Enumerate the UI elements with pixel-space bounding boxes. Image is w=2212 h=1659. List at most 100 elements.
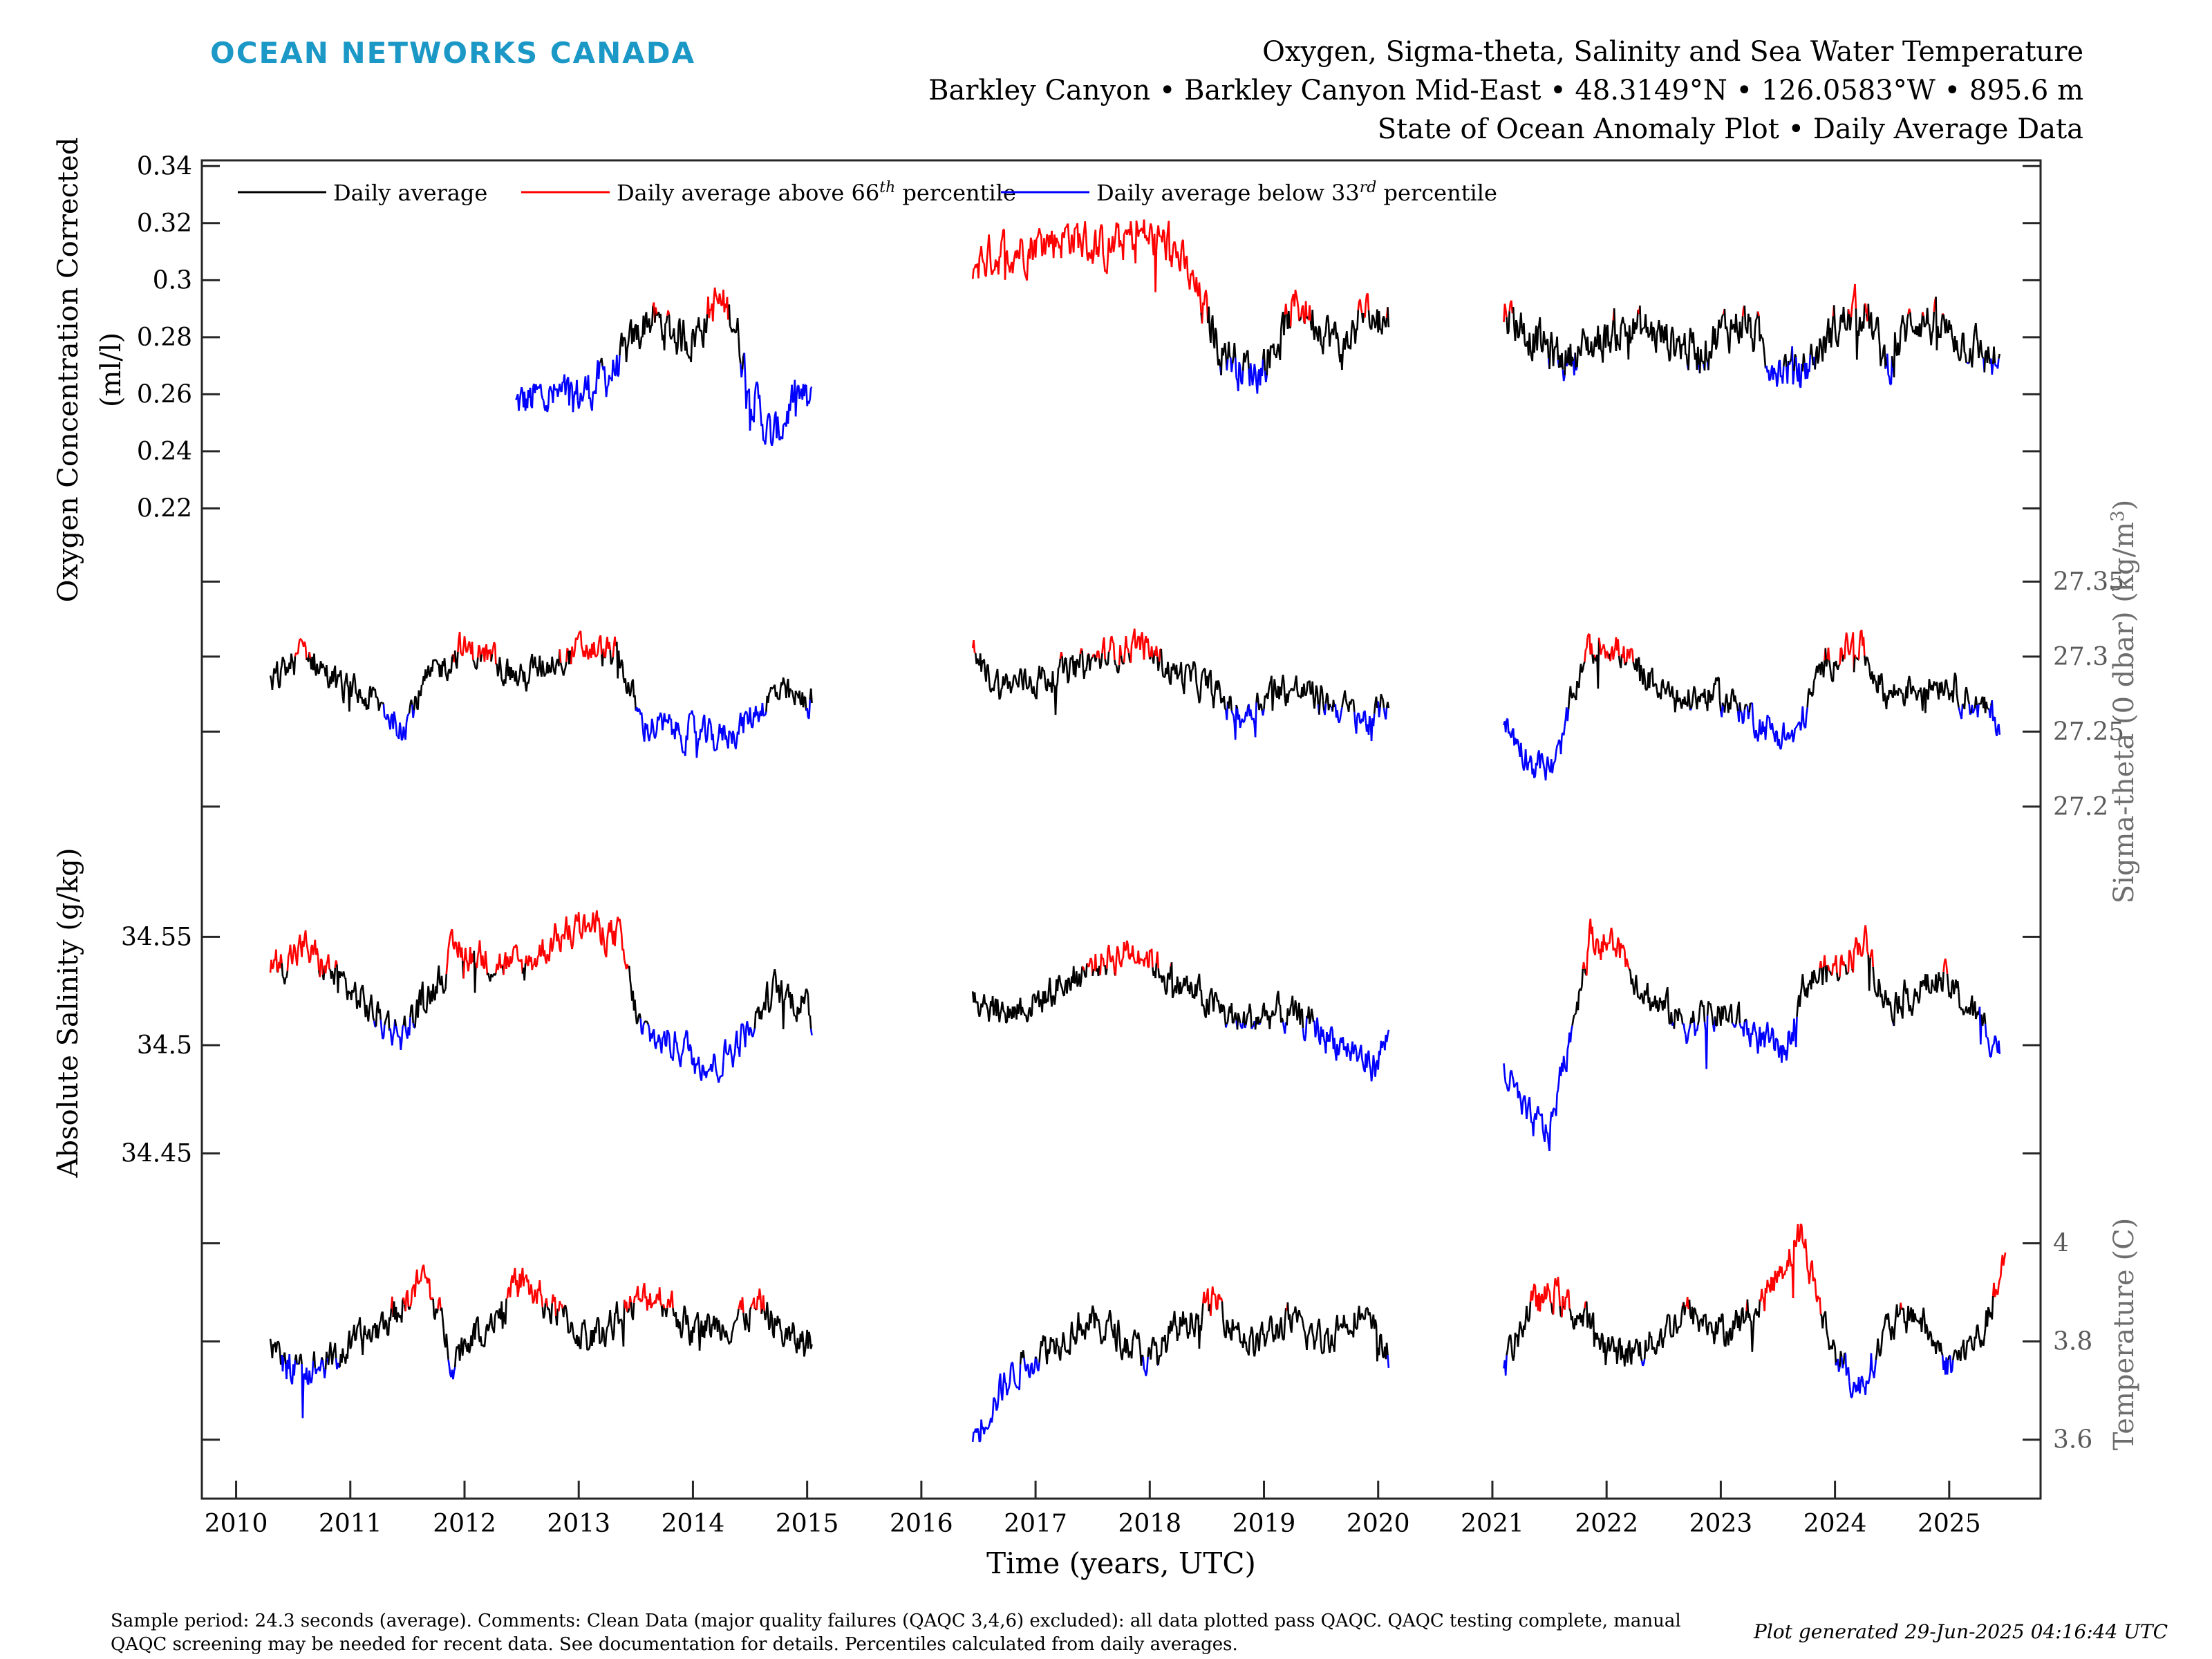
data-line-oxygen-1-219 <box>1180 242 1183 253</box>
data-line-sigma-1-406 <box>1358 714 1361 724</box>
data-line-oxygen-0-166 <box>673 328 676 344</box>
data-line-salinity-2-421 <box>1903 980 1906 989</box>
data-line-salinity-2-17 <box>1519 1095 1522 1103</box>
data-line-oxygen-0-27 <box>541 394 544 400</box>
data-line-sigma-1-174 <box>1137 635 1141 638</box>
data-line-salinity-0-25 <box>293 944 297 950</box>
data-line-sigma-0-184 <box>444 671 448 677</box>
data-line-salinity-0-141 <box>404 1015 406 1027</box>
data-line-oxygen-1-137 <box>1102 254 1105 262</box>
data-line-salinity-0-21 <box>289 944 292 957</box>
data-line-oxygen-0-84 <box>594 375 598 394</box>
data-line-salinity-1-419 <box>1370 1072 1374 1082</box>
data-line-sigma-2-87 <box>1586 637 1588 649</box>
data-line-oxygen-1-283 <box>1241 371 1244 385</box>
data-line-oxygen-2-146 <box>1642 327 1644 330</box>
data-line-temperature-0-63 <box>329 1342 332 1353</box>
data-line-sigma-2-198 <box>1691 694 1694 704</box>
data-line-salinity-2-445 <box>1926 974 1929 984</box>
data-line-salinity-2-9 <box>1511 1076 1515 1080</box>
data-line-salinity-0-336 <box>589 930 592 933</box>
data-line-salinity-2-419 <box>1902 993 1904 1019</box>
data-line-sigma-1-389 <box>1342 696 1345 702</box>
data-line-temperature-0-85 <box>350 1337 353 1347</box>
data-line-temperature-0-255 <box>512 1275 515 1284</box>
data-line-sigma-2-54 <box>1554 751 1557 761</box>
data-line-oxygen-2-280 <box>1769 370 1772 380</box>
data-line-oxygen-0-270 <box>771 427 775 442</box>
data-line-oxygen-1-267 <box>1226 359 1229 371</box>
data-line-salinity-2-264 <box>1754 1030 1757 1033</box>
data-line-sigma-1-164 <box>1127 653 1131 662</box>
data-line-salinity-2-241 <box>1732 1023 1735 1027</box>
data-line-sigma-2-220 <box>1712 683 1716 696</box>
data-line-oxygen-2-360 <box>1846 328 1848 331</box>
data-line-temperature-0-471 <box>718 1320 721 1327</box>
data-line-temperature-0-52 <box>319 1365 322 1371</box>
data-line-salinity-2-195 <box>1688 1024 1691 1029</box>
data-line-oxygen-2-513 <box>1991 364 1994 375</box>
data-line-salinity-0-137 <box>400 1041 403 1051</box>
data-line-sigma-1-14 <box>985 666 988 682</box>
data-line-salinity-0-217 <box>476 955 479 968</box>
data-line-temperature-0-61 <box>327 1353 330 1365</box>
data-line-sigma-0-461 <box>708 718 711 722</box>
data-line-oxygen-1-304 <box>1261 359 1264 377</box>
data-line-salinity-2-0 <box>1503 1063 1506 1076</box>
data-line-oxygen-0-4 <box>518 393 522 401</box>
data-line-oxygen-1-17 <box>988 234 991 249</box>
data-line-sigma-2-60 <box>1559 735 1563 755</box>
data-line-sigma-0-527 <box>771 687 774 690</box>
data-line-sigma-2-33 <box>1534 762 1537 776</box>
data-line-temperature-0-95 <box>359 1331 363 1342</box>
data-line-oxygen-2-442 <box>1923 325 1927 328</box>
data-line-salinity-2-455 <box>1936 986 1939 993</box>
data-line-salinity-2-508 <box>1986 1037 1989 1041</box>
data-line-oxygen-1-319 <box>1275 349 1279 359</box>
data-line-salinity-0-12 <box>281 963 284 977</box>
data-line-oxygen-2-240 <box>1731 325 1734 330</box>
data-line-temperature-0-76 <box>341 1348 345 1358</box>
data-line-salinity-0-520 <box>764 993 767 1011</box>
data-line-salinity-2-20 <box>1521 1096 1525 1103</box>
data-line-sigma-2-520 <box>1998 724 2001 735</box>
data-line-oxygen-1-206 <box>1168 221 1171 261</box>
data-line-salinity-2-22 <box>1524 1095 1527 1105</box>
data-line-salinity-1-356 <box>1311 1009 1313 1015</box>
data-line-temperature-0-405 <box>655 1294 658 1304</box>
data-line-oxygen-0-251 <box>753 386 757 397</box>
series-temperature-1 <box>971 1286 1390 1443</box>
data-line-sigma-2-383 <box>1867 661 1871 666</box>
data-line-oxygen-2-161 <box>1656 328 1659 333</box>
data-line-sigma-1-132 <box>1097 650 1100 659</box>
data-line-sigma-1-196 <box>1158 649 1161 662</box>
data-line-oxygen-1-371 <box>1324 317 1328 331</box>
data-line-salinity-0-466 <box>713 1053 716 1057</box>
data-line-oxygen-2-229 <box>1721 315 1724 319</box>
chart-subtitle-location: Barkley Canyon • Barkley Canyon Mid-East… <box>928 75 2083 106</box>
series-sigma-1 <box>971 628 1390 742</box>
data-line-salinity-2-205 <box>1698 1007 1701 1020</box>
data-line-oxygen-1-248 <box>1208 306 1211 331</box>
data-line-salinity-1-246 <box>1206 998 1209 1009</box>
data-line-oxygen-2-400 <box>1883 344 1886 369</box>
data-line-sigma-1-253 <box>1212 696 1216 709</box>
data-line-sigma-1-342 <box>1297 695 1300 697</box>
data-line-oxygen-0-198 <box>703 318 706 330</box>
data-line-oxygen-2-92 <box>1590 341 1593 357</box>
data-line-oxygen-1-292 <box>1249 363 1253 375</box>
data-line-sigma-2-351 <box>1837 665 1840 671</box>
data-line-sigma-1-158 <box>1122 662 1125 665</box>
data-line-salinity-2-389 <box>1873 981 1876 991</box>
data-line-sigma-2-400 <box>1883 693 1886 701</box>
data-line-sigma-0-454 <box>701 718 704 727</box>
data-line-oxygen-2-358 <box>1844 322 1847 330</box>
data-line-sigma-2-269 <box>1759 719 1762 735</box>
data-line-temperature-0-115 <box>379 1320 382 1323</box>
data-line-temperature-0-65 <box>331 1353 335 1365</box>
data-line-sigma-0-367 <box>619 666 621 669</box>
data-line-salinity-0-42 <box>309 946 312 961</box>
data-line-salinity-2-362 <box>1847 950 1850 973</box>
data-line-salinity-0-195 <box>455 942 458 950</box>
